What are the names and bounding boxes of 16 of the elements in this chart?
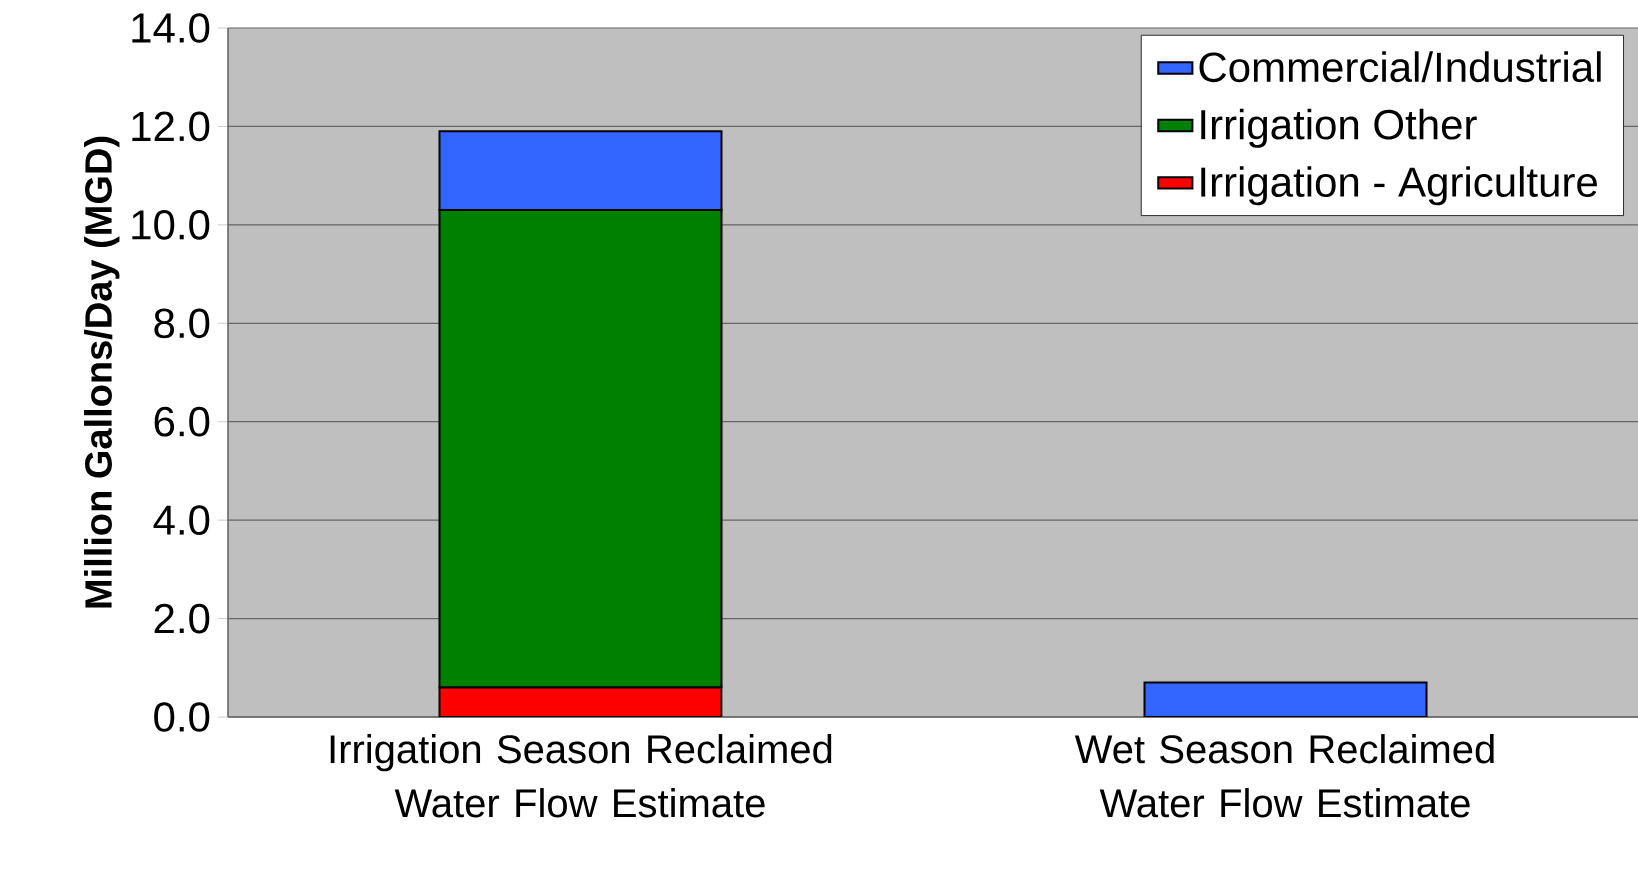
x-tick-label: Irrigation Season Reclaimed Water Flow Estimate — [330, 734, 832, 818]
x-tick-label: Wet Season Reclaimed Water Flow Estimate — [1074, 734, 1494, 818]
bar — [1143, 681, 1428, 717]
legend-label: Commercial/Industrial — [1199, 51, 1601, 83]
y-tick-label: 0.0 — [154, 702, 210, 732]
bar — [438, 130, 723, 212]
legend-label: Irrigation Other — [1201, 108, 1477, 148]
y-tick-label: 10.0 — [132, 209, 210, 240]
y-tick-label: 12.0 — [132, 111, 210, 142]
y-axis-title: Million Gallons/Day (MGD) — [84, 136, 120, 608]
y-tick-label: 2.0 — [154, 603, 210, 634]
y-tick-label: 8.0 — [154, 308, 210, 339]
y-tick-label: 14.0 — [132, 13, 210, 43]
y-tick-label: 4.0 — [153, 505, 210, 536]
y-tick-label: 6.0 — [154, 406, 210, 437]
legend-label: Irrigation - Agriculture — [1201, 166, 1597, 206]
